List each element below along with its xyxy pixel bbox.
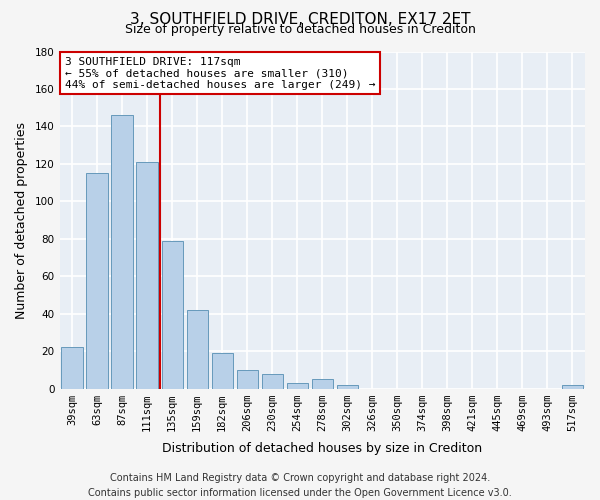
Bar (86, 173, 108, 388)
Text: Size of property relative to detached houses in Crediton: Size of property relative to detached ho… (125, 22, 475, 36)
Bar (136, 162, 158, 388)
Bar (562, 385, 583, 388)
Y-axis label: Number of detached properties: Number of detached properties (15, 122, 28, 318)
Text: Contains HM Land Registry data © Crown copyright and database right 2024.
Contai: Contains HM Land Registry data © Crown c… (88, 472, 512, 498)
Bar (262, 374, 283, 388)
Text: 3, SOUTHFIELD DRIVE, CREDITON, EX17 2ET: 3, SOUTHFIELD DRIVE, CREDITON, EX17 2ET (130, 12, 470, 28)
Bar (61, 348, 83, 389)
Text: 3 SOUTHFIELD DRIVE: 117sqm
← 55% of detached houses are smaller (310)
44% of sem: 3 SOUTHFIELD DRIVE: 117sqm ← 55% of deta… (65, 56, 376, 90)
Bar (337, 385, 358, 388)
Bar (287, 383, 308, 388)
Bar (311, 379, 333, 388)
Bar (212, 353, 233, 388)
Bar (187, 310, 208, 388)
X-axis label: Distribution of detached houses by size in Crediton: Distribution of detached houses by size … (162, 442, 482, 455)
Bar (112, 115, 133, 388)
Bar (161, 240, 183, 388)
Bar (236, 370, 258, 388)
